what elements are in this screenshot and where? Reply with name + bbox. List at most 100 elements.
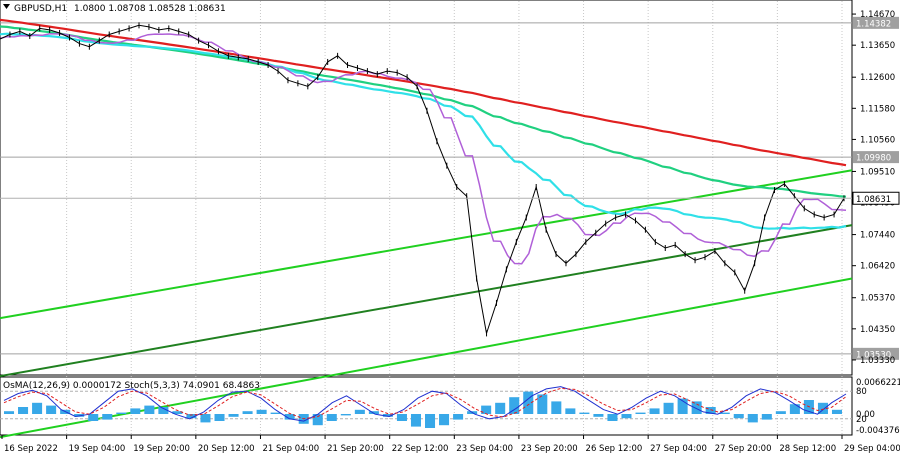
time-tick-label: 20 Sep 12:00 bbox=[198, 444, 255, 454]
osma-bar bbox=[453, 414, 464, 420]
osma-bar bbox=[537, 394, 548, 414]
osma-bar bbox=[340, 414, 351, 416]
main-chart-frame bbox=[0, 0, 853, 376]
osma-bar bbox=[831, 409, 842, 414]
price-tick-label: 1.06420 bbox=[860, 262, 895, 272]
level-price-label: 1.14382 bbox=[856, 19, 891, 29]
osma-bar bbox=[551, 401, 562, 414]
price-axis: 1.14670 1.13650 1.12600 1.11580 1.10560 1.095… bbox=[0, 10, 900, 366]
osma-bar bbox=[88, 414, 99, 421]
osma-bar bbox=[635, 412, 646, 414]
chart-header: GBPUSD,H1 1.0800 1.08708 1.08528 1.08631 bbox=[3, 4, 226, 14]
osma-bar bbox=[116, 412, 127, 414]
level-price-box bbox=[853, 347, 899, 360]
price-tick-label: 1.03330 bbox=[860, 356, 895, 366]
osma-bar bbox=[775, 411, 786, 414]
osma-bar bbox=[481, 405, 492, 414]
symbol-label: GBPUSD,H1 bbox=[14, 4, 67, 14]
collapse-arrow-icon[interactable] bbox=[3, 4, 10, 9]
indicator-tick-label: -0.004376 bbox=[856, 426, 900, 436]
osma-bar bbox=[200, 414, 211, 423]
price-tick-label: 1.14670 bbox=[860, 10, 895, 20]
osma-bar bbox=[158, 407, 169, 414]
osma-bar bbox=[214, 414, 225, 421]
osma-bar bbox=[46, 405, 57, 414]
time-tick-label: 28 Sep 12:00 bbox=[779, 444, 836, 454]
osma-bar bbox=[18, 407, 29, 414]
osma-bar bbox=[326, 414, 337, 421]
price-tick-label: 1.05370 bbox=[860, 294, 895, 304]
time-tick-label: 21 Sep 20:00 bbox=[327, 444, 384, 454]
level-price-label: 1.03530 bbox=[856, 350, 891, 360]
time-tick-label: 26 Sep 12:00 bbox=[586, 444, 643, 454]
time-tick-label: 21 Sep 04:00 bbox=[262, 444, 319, 454]
time-tick-label: 19 Sep 04:00 bbox=[69, 444, 126, 454]
time-axis: 16 Sep 2022 19 Sep 04:00 19 Sep 20:00 20 Se… bbox=[1, 435, 900, 454]
osma-bar bbox=[256, 409, 267, 414]
osma-bar bbox=[102, 414, 113, 420]
osma-bar bbox=[144, 405, 155, 414]
osma-bar bbox=[705, 407, 716, 414]
price-tick-label: 1.04350 bbox=[860, 325, 895, 335]
moving-average-line bbox=[0, 32, 847, 230]
price-tick-label: 1.13650 bbox=[860, 41, 895, 51]
level-price-box bbox=[853, 16, 899, 29]
osma-bar bbox=[270, 412, 281, 414]
osma-bar bbox=[593, 414, 604, 417]
osma-bar bbox=[649, 408, 660, 414]
osma-bar bbox=[579, 412, 590, 414]
osma-bar bbox=[186, 414, 197, 419]
time-tick-label: 16 Sep 2022 bbox=[4, 444, 58, 454]
osma-bar bbox=[439, 414, 450, 426]
osma-bar bbox=[354, 409, 365, 414]
price-tick-label: 1.11580 bbox=[860, 104, 895, 114]
price-tick-label: 1.09510 bbox=[860, 167, 895, 177]
channel-line bbox=[0, 224, 853, 378]
level-price-label: 1.09980 bbox=[856, 154, 891, 164]
osma-bar bbox=[663, 402, 674, 414]
osma-bar bbox=[4, 411, 15, 414]
price-tick-label: 1.10560 bbox=[860, 135, 895, 145]
moving-averages bbox=[0, 18, 847, 265]
osma-bar bbox=[425, 414, 436, 428]
channel-line bbox=[0, 277, 853, 439]
horizontal-levels: 1.14382 1.09980 1.03530 bbox=[0, 16, 899, 360]
osma-bar bbox=[509, 397, 520, 414]
time-tick-label: 29 Sep 04:00 bbox=[844, 444, 900, 454]
stoch-main-line bbox=[3, 386, 847, 422]
indicator-header: OsMA(12,26,9) 0.0000172 Stoch(5,3,3) 74.… bbox=[3, 381, 260, 391]
indicator-tick-label: 0.00 bbox=[856, 410, 875, 420]
moving-average-line bbox=[0, 18, 847, 167]
osma-bar bbox=[130, 408, 141, 414]
osma-bar bbox=[242, 411, 253, 414]
osma-bar bbox=[312, 414, 323, 426]
osma-bar bbox=[396, 414, 407, 421]
osma-bar bbox=[789, 404, 800, 414]
price-line bbox=[0, 24, 845, 334]
osma-bar bbox=[817, 402, 828, 414]
current-price-box bbox=[852, 191, 900, 205]
osma-bar bbox=[691, 401, 702, 414]
osma-bar bbox=[761, 414, 772, 420]
osma-bar bbox=[284, 414, 295, 420]
time-tick-label: 23 Sep 04:00 bbox=[456, 444, 513, 454]
osma-bar bbox=[32, 402, 43, 414]
osma-bar bbox=[747, 414, 758, 423]
moving-average-line bbox=[0, 33, 847, 265]
ohlc-values: 1.0800 1.08708 1.08528 1.08631 bbox=[74, 4, 226, 14]
indicator-tick-label: 80 bbox=[856, 387, 867, 397]
osma-bar bbox=[607, 414, 618, 421]
osma-bar bbox=[733, 414, 744, 419]
indicator-tick-label: 0.0066221 bbox=[856, 378, 900, 388]
osma-bar bbox=[495, 402, 506, 414]
osma-bar bbox=[719, 412, 730, 414]
price-series bbox=[0, 22, 845, 337]
osma-bar bbox=[523, 391, 534, 414]
time-tick-label: 23 Sep 20:00 bbox=[521, 444, 578, 454]
osma-bar bbox=[410, 414, 421, 427]
channel-line bbox=[0, 169, 853, 320]
osma-bar bbox=[368, 411, 379, 414]
osma-bar bbox=[621, 414, 632, 419]
